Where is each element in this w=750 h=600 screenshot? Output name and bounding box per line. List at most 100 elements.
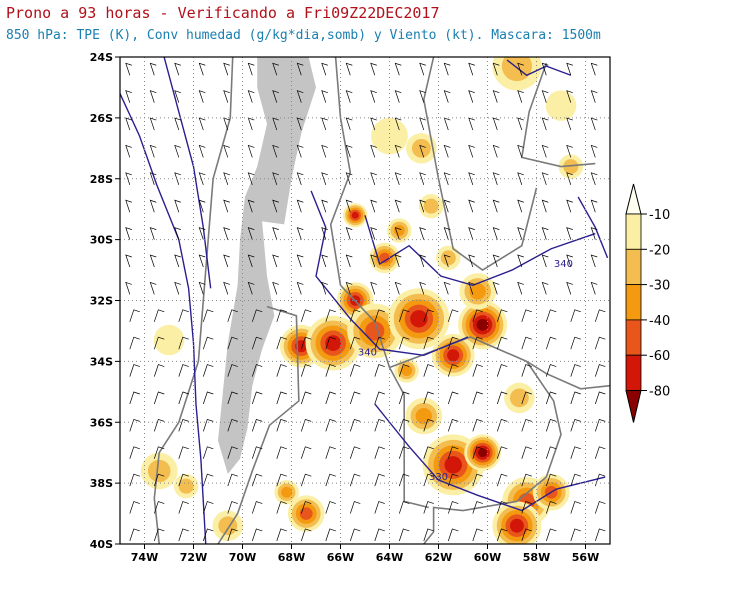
wind-barb: [398, 528, 410, 542]
convergence-blob: [563, 159, 579, 175]
wind-barb: [247, 62, 255, 76]
convergence-blob: [401, 365, 413, 376]
wind-barb: [545, 473, 557, 487]
wind-barb: [223, 199, 230, 213]
wind-barb: [594, 336, 606, 350]
wind-barb: [129, 501, 140, 514]
wind-barb: [272, 144, 279, 158]
colorbar-cap-bottom: [625, 390, 642, 423]
wind-barb: [349, 309, 361, 322]
y-tick-label: 30S: [90, 234, 113, 247]
wind-barb: [521, 473, 532, 487]
wind-barb: [419, 90, 426, 103]
wind-barb: [472, 418, 483, 432]
wind-barb: [590, 144, 598, 158]
wind-barb: [590, 199, 598, 213]
wind-barb: [149, 199, 157, 213]
wind-barb: [149, 172, 157, 185]
wind-barb: [472, 446, 483, 459]
wind-barb: [345, 90, 353, 103]
wind-barb: [247, 227, 255, 240]
plot-area: [120, 57, 610, 544]
wind-barb: [419, 144, 426, 158]
wind-barb: [443, 227, 451, 240]
wind-barb: [447, 473, 459, 487]
convergence-blob: [379, 252, 390, 264]
wind-barb: [321, 254, 328, 268]
wind-barb: [296, 117, 304, 131]
wind-barb: [468, 172, 475, 185]
wind-barb: [345, 199, 353, 213]
wind-barb: [129, 473, 140, 487]
x-tick-label: 60W: [474, 551, 501, 564]
wind-barb: [198, 117, 206, 131]
wind-barb: [545, 391, 557, 405]
wind-barb: [174, 227, 181, 240]
wind-barb: [517, 144, 524, 158]
wind-barb: [345, 62, 353, 76]
wind-barb: [153, 473, 165, 487]
wind-barb: [251, 309, 263, 322]
wind-barb: [590, 281, 598, 295]
wind-barb: [521, 309, 532, 322]
wind-barb: [153, 446, 165, 459]
wind-barb: [276, 473, 287, 487]
tpe-contour: [506, 59, 572, 77]
wind-barb: [178, 418, 189, 432]
wind-barb: [472, 336, 483, 350]
wind-barb: [419, 172, 426, 185]
x-tick-label: 70W: [229, 551, 256, 564]
wind-barb: [276, 364, 287, 377]
wind-barb: [349, 336, 361, 350]
wind-barb: [594, 309, 606, 322]
wind-barb: [276, 501, 287, 514]
wind-barb: [149, 144, 157, 158]
tpe-contour: [364, 215, 596, 287]
wind-barb: [590, 254, 598, 268]
wind-barb: [492, 254, 500, 268]
wind-barb: [276, 418, 287, 432]
wind-barb: [276, 336, 287, 350]
wind-barb: [174, 199, 181, 213]
wind-barb: [325, 528, 336, 542]
wind-barb: [566, 199, 573, 213]
wind-barb: [345, 227, 353, 240]
wind-barb: [296, 254, 304, 268]
wind-barb: [472, 309, 483, 322]
wind-barb: [374, 418, 385, 432]
wind-barb: [570, 391, 581, 405]
wind-barb: [227, 528, 238, 542]
wind-barb: [570, 309, 581, 322]
wind-barb: [566, 90, 573, 103]
x-tick-label: 62W: [425, 551, 452, 564]
wind-barb: [521, 418, 532, 432]
wind-barb: [447, 446, 459, 459]
wind-barb: [541, 172, 549, 185]
wind-barb: [374, 391, 385, 405]
wind-barb: [300, 528, 312, 542]
wind-barb: [590, 117, 598, 131]
wind-barb: [129, 391, 140, 405]
wind-barb: [566, 254, 573, 268]
wind-barb: [472, 528, 483, 542]
wind-barb: [521, 501, 532, 514]
wind-barb: [423, 391, 434, 405]
wind-barb: [251, 418, 263, 432]
wind-barb: [496, 473, 508, 487]
wind-barb: [443, 172, 451, 185]
wind-barb: [443, 90, 451, 103]
wind-barb: [541, 62, 549, 76]
wind-barb: [153, 364, 165, 377]
border-line: [217, 305, 300, 544]
wind-barb: [419, 117, 426, 131]
wind-barb: [594, 446, 606, 459]
convergence-blob: [410, 310, 428, 328]
wind-barb: [419, 227, 426, 240]
wind-barb: [153, 309, 165, 322]
convergence-blob: [509, 518, 524, 533]
wind-barb: [545, 528, 557, 542]
wind-barb: [443, 254, 451, 268]
convergence-blob: [415, 408, 432, 425]
wind-barb: [153, 336, 165, 350]
wind-barb: [223, 172, 230, 185]
